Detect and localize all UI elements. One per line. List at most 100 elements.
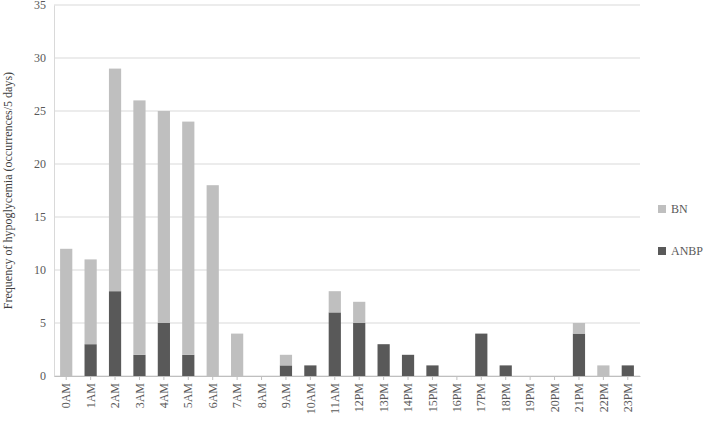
x-tick-mark <box>383 376 384 380</box>
bar <box>378 344 390 345</box>
bar <box>475 334 487 376</box>
bar <box>109 69 121 292</box>
bar <box>597 365 609 376</box>
bar <box>451 376 463 377</box>
x-tick: 2AM <box>108 376 122 408</box>
x-tick-label: 5AM <box>181 383 195 409</box>
x-tick: 12PM <box>352 376 366 412</box>
x-tick: 15PM <box>426 376 440 412</box>
bar <box>548 376 560 377</box>
bar <box>353 302 365 323</box>
y-tick: 35 <box>34 0 54 12</box>
x-tick-mark <box>115 376 116 380</box>
x-tick-label: 15PM <box>426 383 440 413</box>
bar <box>85 344 97 376</box>
x-tick-label: 7AM <box>230 383 244 409</box>
bar <box>231 334 243 376</box>
bar <box>573 323 585 334</box>
bar <box>304 365 316 376</box>
bar <box>158 111 170 323</box>
x-tick: 1AM <box>84 376 98 408</box>
x-tick-label: 10AM <box>304 383 318 415</box>
x-tick: 16PM <box>450 376 464 412</box>
y-tick: 0 <box>40 369 54 383</box>
bar <box>622 365 634 366</box>
legend: BN ANBP <box>658 202 703 258</box>
bar <box>451 376 463 377</box>
x-tick-label: 20PM <box>548 383 562 413</box>
x-tick: 3AM <box>133 376 147 408</box>
x-tick: 18PM <box>499 376 513 412</box>
x-tick-label: 3AM <box>133 383 147 409</box>
bar <box>60 249 72 376</box>
y-tick: 10 <box>34 263 54 277</box>
x-tick-label: 23PM <box>621 383 635 413</box>
x-tick-mark <box>627 376 628 380</box>
x-tick-mark <box>530 376 531 380</box>
chart: 051015202530350AM1AM2AM3AM4AM5AM6AM7AM8A… <box>0 0 708 425</box>
y-tick-label: 35 <box>34 0 46 12</box>
x-tick-mark <box>578 376 579 380</box>
x-tick: 7AM <box>230 376 244 408</box>
bar <box>475 333 487 334</box>
y-tick: 30 <box>34 51 54 65</box>
bar <box>109 291 121 376</box>
legend-label: BN <box>671 202 688 216</box>
bar <box>182 355 194 376</box>
bar <box>255 376 267 377</box>
x-tick-label: 4AM <box>157 383 171 409</box>
bar <box>329 291 341 312</box>
x-tick-mark <box>90 376 91 380</box>
x-tick-label: 14PM <box>401 383 415 413</box>
bar <box>548 376 560 377</box>
x-tick: 19PM <box>523 376 537 412</box>
x-tick-label: 6AM <box>206 383 220 409</box>
y-axis-title: Frequency of hypoglycemia (occurrences/5… <box>1 72 15 309</box>
x-tick-mark <box>334 376 335 380</box>
y-tick-label: 30 <box>34 51 46 65</box>
bar <box>280 365 292 376</box>
legend-item: BN <box>658 202 688 216</box>
x-tick-mark <box>139 376 140 380</box>
legend-swatch <box>658 247 666 255</box>
x-tick-mark <box>554 376 555 380</box>
x-tick-mark <box>188 376 189 380</box>
bar <box>133 100 145 354</box>
x-tick: 21PM <box>572 376 586 412</box>
x-tick-label: 11AM <box>328 383 342 414</box>
bar <box>207 185 219 376</box>
x-tick-mark <box>163 376 164 380</box>
plot: 051015202530350AM1AM2AM3AM4AM5AM6AM7AM8A… <box>34 0 641 414</box>
y-axis: 0 5 10 15 20 25 30 35 <box>34 0 55 383</box>
y-tick-label: 25 <box>34 104 46 118</box>
grid-line <box>54 58 640 59</box>
x-tick-mark <box>456 376 457 380</box>
y-tick: 5 <box>40 316 54 330</box>
x-tick: 23PM <box>621 376 635 412</box>
bar <box>280 355 292 366</box>
bar <box>353 323 365 376</box>
y-tick-label: 15 <box>34 210 46 224</box>
x-tick: 6AM <box>206 376 220 408</box>
x-tick: 10AM <box>304 376 318 414</box>
bar <box>329 312 341 376</box>
bar <box>426 365 438 366</box>
bar <box>158 323 170 376</box>
legend-label: ANBP <box>671 244 703 258</box>
y-tick: 25 <box>34 104 54 118</box>
x-tick-mark <box>505 376 506 380</box>
x-tick-label: 16PM <box>450 383 464 413</box>
x-tick-label: 21PM <box>572 383 586 413</box>
y-tick: 20 <box>34 157 54 171</box>
y-tick: 15 <box>34 210 54 224</box>
x-tick: 17PM <box>474 376 488 412</box>
x-tick-label: 8AM <box>255 383 269 409</box>
x-axis-line <box>55 376 641 377</box>
bar <box>573 334 585 376</box>
x-tick-mark <box>285 376 286 380</box>
y-tick-label: 0 <box>40 369 46 383</box>
bars <box>60 69 634 376</box>
bar <box>622 365 634 376</box>
bar <box>304 365 316 366</box>
bar <box>133 355 145 376</box>
